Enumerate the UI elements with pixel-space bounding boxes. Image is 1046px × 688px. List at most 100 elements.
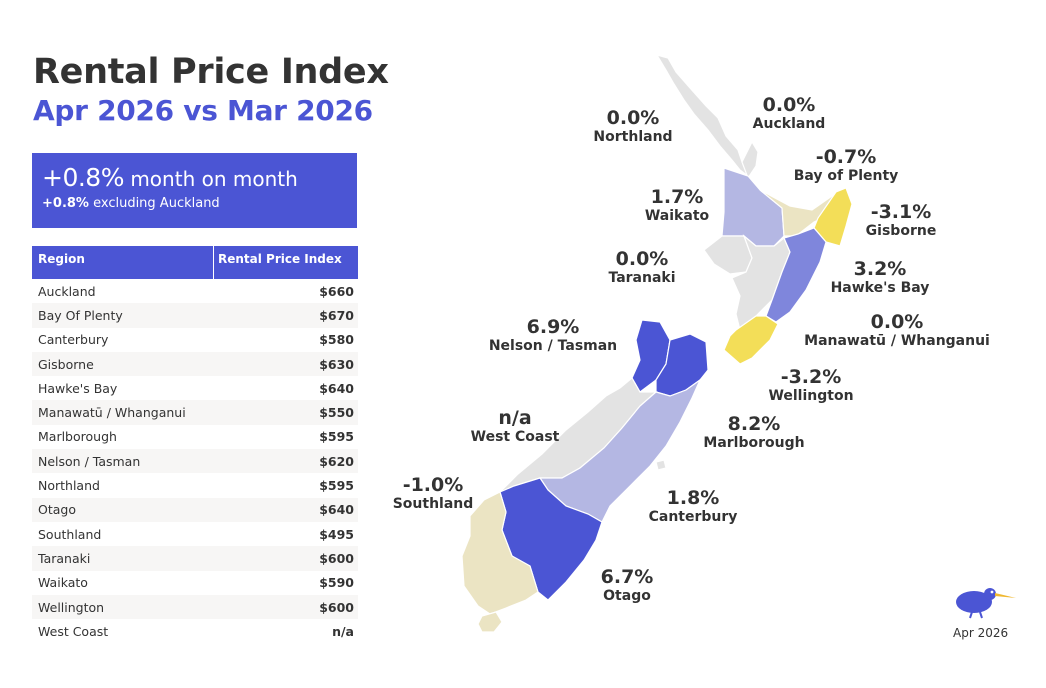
map-label-change: 3.2% — [853, 258, 907, 280]
table-row: Northland $595 — [32, 473, 358, 497]
map-label-region: Canterbury — [648, 509, 738, 525]
cell-region: Auckland — [38, 283, 96, 299]
cell-rental-index: $590 — [319, 575, 354, 591]
map-label-change: 0.0% — [762, 94, 816, 116]
kiwi-bird-icon — [956, 588, 1016, 619]
map-label-region: Southland — [392, 496, 474, 512]
cell-rental-index: $495 — [319, 526, 354, 542]
cell-rental-index: n/a — [332, 623, 354, 639]
summary-main-text: month on month — [123, 167, 298, 191]
map-label-region: Manawatū / Whanganui — [804, 333, 990, 349]
cell-rental-index: $620 — [319, 453, 354, 469]
table-row: Canterbury $580 — [32, 328, 358, 352]
map-label-bay-of-plenty: -0.7% Bay of Plenty — [794, 146, 899, 184]
map-label-wellington: -3.2% Wellington — [768, 366, 853, 404]
cell-region: Canterbury — [38, 332, 109, 348]
map-label-region: Wellington — [768, 388, 854, 404]
cell-rental-index: $580 — [319, 332, 354, 348]
cell-rental-index: $550 — [319, 405, 354, 421]
cell-rental-index: $660 — [319, 283, 354, 299]
summary-sub-line: +0.8% excluding Auckland — [42, 196, 357, 211]
cell-rental-index: $595 — [319, 478, 354, 494]
map-label-change: -0.7% — [815, 146, 877, 168]
map-label-region: Otago — [603, 588, 651, 604]
rental-index-table: Region Rental Price Index Auckland $660 Ba… — [32, 246, 358, 643]
summary-main-value: +0.8% — [42, 163, 124, 192]
map-label-waikato: 1.7% Waikato — [645, 186, 709, 224]
table-row: Taranaki $600 — [32, 546, 358, 571]
cell-rental-index: $600 — [319, 599, 354, 615]
map-label-southland: -1.0% Southland — [393, 474, 474, 512]
map-region-stewart-island[interactable] — [477, 611, 503, 633]
map-region-hawkes-bay[interactable] — [765, 227, 827, 323]
map-region-southland[interactable] — [461, 491, 539, 615]
map-label-region: Northland — [593, 129, 673, 145]
cell-region: Manawatū / Whanganui — [38, 405, 186, 421]
table-row: Otago $640 — [32, 497, 358, 522]
cell-rental-index: $595 — [319, 429, 354, 445]
cell-rental-index: $600 — [319, 550, 354, 566]
table-row: Marlborough $595 — [32, 425, 358, 449]
map-label-change: n/a — [498, 407, 532, 429]
map-label-change: 8.2% — [727, 413, 781, 435]
map-region-gisborne[interactable] — [813, 187, 853, 247]
summary-sub-text: excluding Auckland — [88, 196, 220, 211]
map-region-waikato[interactable] — [721, 167, 785, 247]
table-row: Wellington $600 — [32, 594, 358, 620]
nz-map — [461, 54, 853, 633]
table-row: Gisborne $630 — [32, 351, 358, 377]
cell-rental-index: $640 — [319, 502, 354, 518]
map-label-canterbury: 1.8% Canterbury — [649, 487, 738, 525]
table-row: Auckland $660 — [32, 279, 358, 303]
cell-region: Nelson / Tasman — [38, 453, 141, 469]
table-row: Southland $495 — [32, 522, 358, 546]
cell-region: Marlborough — [38, 429, 117, 445]
summary-card: +0.8% month on month +0.8% excluding Auc… — [32, 153, 357, 228]
map-label-change: 0.0% — [615, 248, 669, 270]
page-title: Rental Price Index — [33, 52, 389, 92]
map-region-taranaki[interactable] — [703, 235, 753, 275]
footer-date: Apr 2026 — [953, 626, 1009, 640]
map-label-change: 1.7% — [650, 186, 704, 208]
map-label-marlborough: 8.2% Marlborough — [703, 413, 804, 451]
map-region-nelson-tasman[interactable] — [631, 319, 671, 393]
map-label-west-coast: n/a West Coast — [471, 407, 560, 445]
map-label-region: Gisborne — [865, 223, 937, 239]
map-label-change: -3.2% — [780, 366, 842, 388]
summary-main-line: +0.8% month on month — [42, 163, 357, 192]
cell-region: Wellington — [38, 599, 105, 615]
cell-region: Bay Of Plenty — [38, 307, 123, 323]
map-label-region: Hawke's Bay — [830, 280, 930, 296]
map-label-region: Bay of Plenty — [793, 168, 899, 184]
map-label-hawkes-bay: 3.2% Hawke's Bay — [831, 258, 930, 296]
cell-region: West Coast — [38, 623, 109, 639]
map-label-change: -1.0% — [402, 474, 464, 496]
map-label-change: 6.9% — [526, 316, 580, 338]
header-region[interactable]: Region — [32, 246, 214, 279]
map-label-change: -3.1% — [870, 201, 932, 223]
map-label-auckland: 0.0% Auckland — [753, 94, 826, 132]
map-label-change: 0.0% — [606, 107, 660, 129]
summary-sub-value: +0.8% — [42, 196, 89, 211]
map-label-nelson-tasman: 6.9% Nelson / Tasman — [489, 316, 617, 354]
table-row: Manawatū / Whanganui $550 — [32, 400, 358, 425]
cell-rental-index: $640 — [319, 380, 354, 396]
cell-rental-index: $670 — [319, 307, 354, 323]
table-row: Waikato $590 — [32, 571, 358, 595]
table-header: Region Rental Price Index — [32, 246, 358, 279]
map-label-region: Taranaki — [608, 270, 676, 286]
cell-region: Hawke's Bay — [38, 380, 118, 396]
map-label-gisborne: -3.1% Gisborne — [866, 201, 937, 239]
map-label-region: Auckland — [752, 116, 826, 132]
map-label-change: 0.0% — [870, 311, 924, 333]
map-label-otago: 6.7% Otago — [601, 566, 654, 604]
map-label-change: 6.7% — [600, 566, 654, 588]
cell-region: Taranaki — [38, 550, 91, 566]
cell-region: Southland — [38, 526, 102, 542]
table-row: West Coast n/a — [32, 619, 358, 643]
map-region-wellington[interactable] — [723, 315, 779, 365]
cell-region: Waikato — [38, 575, 88, 591]
map-region-banks-peninsula[interactable] — [655, 459, 667, 471]
page-subtitle: Apr 2026 vs Mar 2026 — [33, 94, 373, 127]
header-rental-index[interactable]: Rental Price Index — [218, 252, 342, 266]
